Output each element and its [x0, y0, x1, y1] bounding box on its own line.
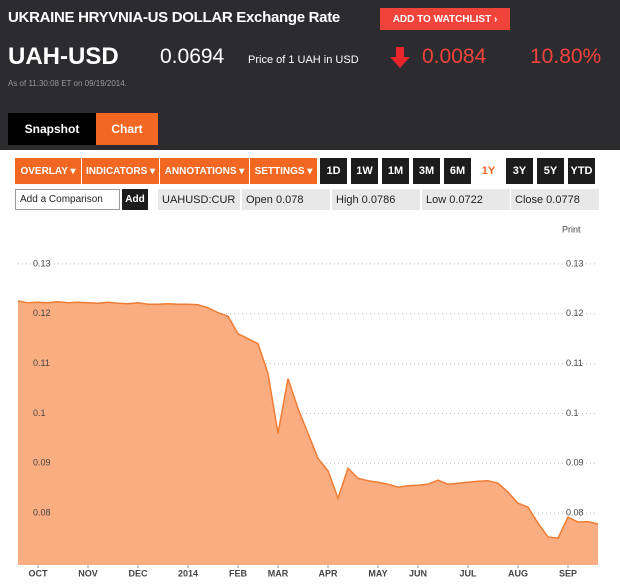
- x-tick-label: 2014: [178, 568, 198, 578]
- x-tick-label: SEP: [559, 568, 577, 578]
- range-button[interactable]: 1D: [320, 158, 349, 184]
- y-tick-label: 0.08: [33, 508, 51, 518]
- x-tick-label: DEC: [128, 568, 148, 578]
- symbol: UAHUSD:CUR: [158, 189, 240, 210]
- add-button[interactable]: Add: [122, 189, 148, 210]
- range-button[interactable]: YTD: [568, 158, 597, 184]
- range-button[interactable]: 6M: [444, 158, 473, 184]
- range-button[interactable]: 1M: [382, 158, 411, 184]
- x-tick-label: FEB: [229, 568, 248, 578]
- x-tick-label: APR: [318, 568, 338, 578]
- menu-button[interactable]: ANNOTATIONS ▾: [160, 158, 250, 184]
- change-pct: 10.80%: [530, 45, 602, 68]
- stat: Low 0.0722: [422, 189, 510, 210]
- range-button[interactable]: 5Y: [537, 158, 566, 184]
- y-tick-label: 0.08: [566, 508, 584, 518]
- y-tick-label: 0.09: [566, 458, 584, 468]
- x-tick-label: AUG: [508, 568, 528, 578]
- change: 0.0084: [422, 45, 487, 68]
- x-tick-label: JUL: [459, 568, 477, 578]
- comparison-input[interactable]: Add a Comparison: [15, 189, 120, 210]
- range-button[interactable]: 3Y: [506, 158, 535, 184]
- price: 0.0694: [160, 45, 225, 68]
- y-tick-label: 0.11: [33, 358, 50, 368]
- y-tick-label: 0.09: [33, 458, 51, 468]
- range-button[interactable]: 3M: [413, 158, 442, 184]
- x-tick-label: MAY: [368, 568, 387, 578]
- menu-button[interactable]: INDICATORS ▾: [82, 158, 160, 184]
- x-tick-label: OCT: [29, 568, 49, 578]
- down-arrow: [390, 47, 410, 68]
- y-tick-label: 0.12: [33, 308, 51, 318]
- y-tick-label: 0.13: [566, 258, 584, 268]
- area: [18, 300, 598, 565]
- chart: Print 0.08 0.08 0.09 0.09 0.1 0.1 0.11 0.11 0.12…: [0, 215, 620, 584]
- print-link[interactable]: Print: [562, 224, 581, 234]
- line: [17, 300, 599, 539]
- range-button[interactable]: 1W: [351, 158, 380, 184]
- menu-button[interactable]: OVERLAY ▾: [15, 158, 82, 184]
- y-tick-label: 0.13: [33, 258, 51, 268]
- price-note: Price of 1 UAH in USD: [248, 54, 359, 66]
- watchlist-button[interactable]: ADD TO WATCHLIST ›: [380, 8, 510, 30]
- menu-button[interactable]: SETTINGS ▾: [250, 158, 318, 184]
- page-title: UKRAINE HRYVNIA-US DOLLAR Exchange Rate: [8, 9, 340, 26]
- x-tick-label: JUN: [409, 568, 427, 578]
- range-button[interactable]: 1Y: [475, 158, 504, 184]
- stat: Open 0.078: [242, 189, 330, 210]
- y-tick-label: 0.1: [566, 408, 579, 418]
- header: UKRAINE HRYVNIA-US DOLLAR Exchange Rate …: [0, 0, 620, 150]
- stat: Close 0.0778: [511, 189, 599, 210]
- x-tick-label: MAR: [268, 568, 289, 578]
- y-tick-label: 0.11: [566, 358, 583, 368]
- x-tick-label: NOV: [78, 568, 98, 578]
- ticker: UAH-USD: [8, 43, 119, 70]
- tab[interactable]: Snapshot: [8, 113, 96, 145]
- y-tick-label: 0.12: [566, 308, 584, 318]
- stat: High 0.0786: [332, 189, 420, 210]
- y-tick-label: 0.1: [33, 408, 46, 418]
- as-of: As of 11:30:08 ET on 09/19/2014.: [8, 79, 127, 88]
- tab[interactable]: Chart: [96, 113, 158, 145]
